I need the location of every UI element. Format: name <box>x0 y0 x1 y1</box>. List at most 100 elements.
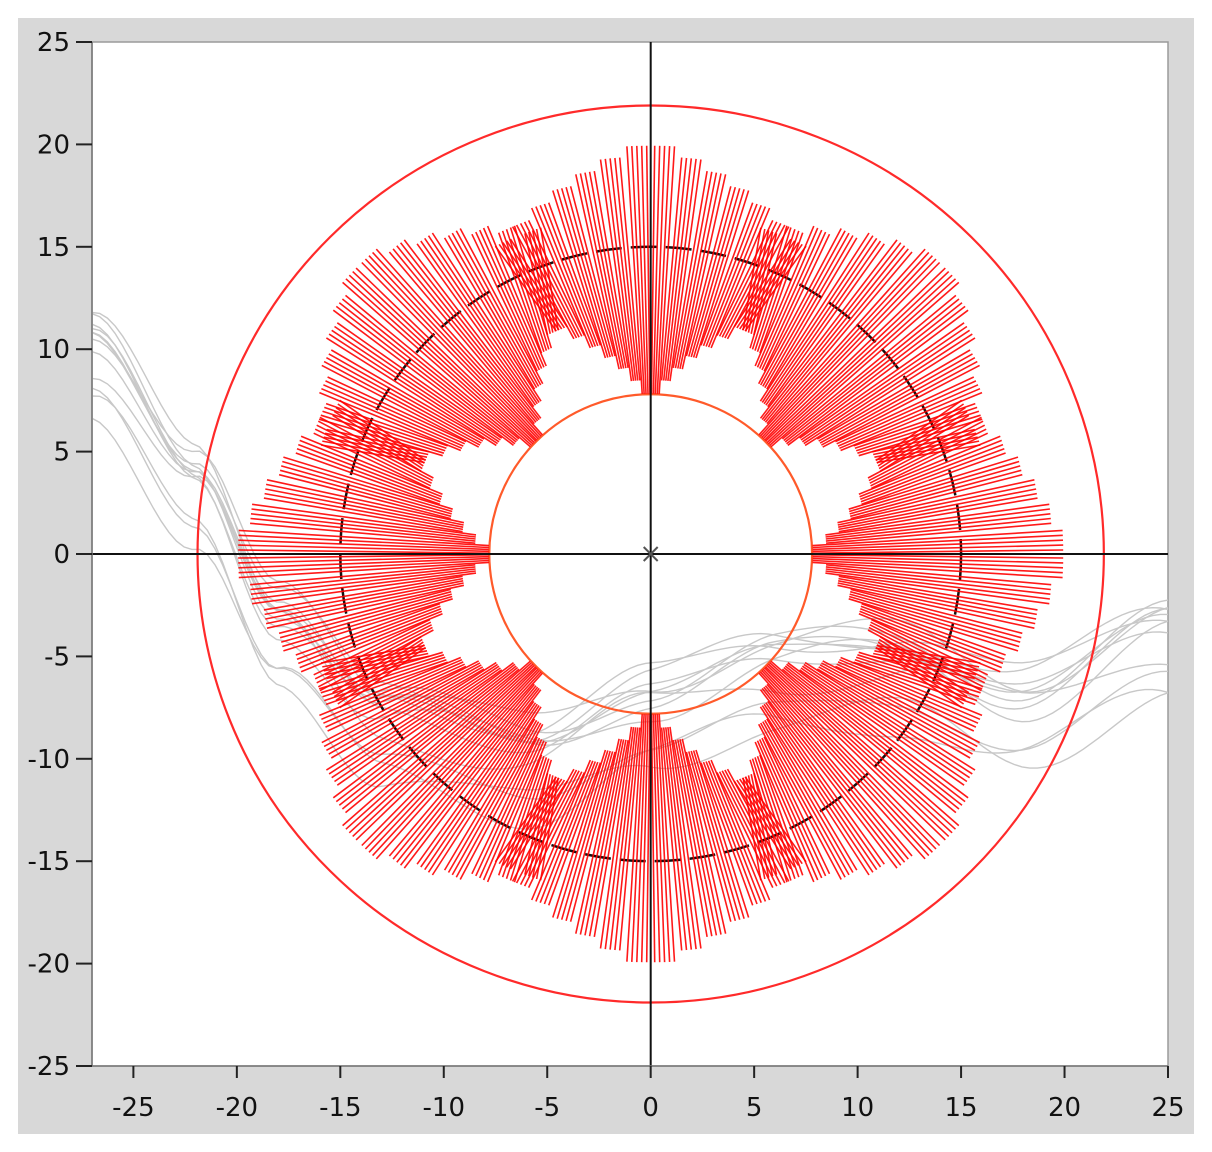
vector-arrow <box>250 564 476 586</box>
vector-arrow <box>700 762 754 906</box>
vector-arrow <box>838 497 1038 533</box>
vector-arrow <box>443 237 536 390</box>
vector-arrow <box>575 738 620 934</box>
vector-arrow <box>860 448 1005 503</box>
vector-arrow <box>282 460 453 513</box>
vector-arrow <box>849 593 1021 643</box>
vector-arrow <box>705 761 762 903</box>
vector-arrow <box>238 554 489 559</box>
vector-arrow <box>656 714 671 962</box>
vector-arrow <box>816 668 971 759</box>
vector-arrow <box>250 517 476 542</box>
vector-arrow <box>579 739 623 935</box>
vector-arrow <box>690 750 741 920</box>
center-x-marker <box>642 546 659 562</box>
vector-arrow <box>513 225 553 349</box>
vector-arrow <box>745 228 766 332</box>
x-tick-label: 5 <box>746 1093 763 1123</box>
vector-arrow <box>344 668 520 814</box>
vector-arrow <box>761 687 902 866</box>
vector-arrow <box>599 159 633 382</box>
vector-arrow <box>505 757 548 880</box>
vector-arrow <box>361 667 538 847</box>
vector-arrow <box>835 665 975 732</box>
vector-arrow <box>812 529 1063 547</box>
vector-arrow <box>758 672 926 860</box>
vector-arrow <box>451 721 540 876</box>
vector-arrow <box>455 230 542 386</box>
vector-arrow <box>765 267 946 442</box>
vector-arrow <box>265 483 464 526</box>
vector-arrow <box>838 580 1037 620</box>
vector-arrow <box>334 667 501 783</box>
vector-arrow <box>478 739 543 879</box>
vector-arrow <box>552 749 607 918</box>
vector-arrow <box>447 235 538 389</box>
vector-arrow <box>283 598 453 652</box>
vector-arrow <box>278 588 451 635</box>
vector-arrow <box>702 761 758 905</box>
vector-arrow <box>838 577 1037 616</box>
vector-arrow <box>424 703 538 871</box>
vector-arrow <box>626 714 643 962</box>
vector-arrow <box>762 232 850 387</box>
vector-arrow <box>758 739 823 879</box>
vector-arrow <box>325 337 497 447</box>
vector-arrow <box>821 360 978 446</box>
vector-arrow <box>764 261 941 441</box>
vector-arrow <box>332 309 514 446</box>
vector-arrow <box>636 714 647 963</box>
vector-arrow <box>326 428 430 453</box>
vector-arrow <box>326 664 482 752</box>
vector-arrow <box>837 582 1036 625</box>
vector-arrow <box>300 613 443 673</box>
vector-arrow <box>690 188 741 358</box>
vector-arrow <box>328 666 484 755</box>
vector-arrow <box>497 232 543 354</box>
vector-arrow <box>280 593 452 643</box>
vector-arrow <box>765 702 882 868</box>
vector-arrow <box>368 255 540 438</box>
vector-arrow <box>650 714 656 963</box>
vector-arrow <box>836 380 977 445</box>
vector-arrow <box>335 641 424 701</box>
vector-arrow <box>279 590 452 639</box>
vector-arrow <box>626 146 643 394</box>
vector-arrow <box>505 228 548 351</box>
vector-arrow <box>539 205 597 347</box>
vector-arrow <box>420 702 537 868</box>
vector-arrow <box>837 384 979 447</box>
vector-arrow <box>848 595 1020 648</box>
vector-arrow <box>588 739 627 937</box>
vector-arrow <box>784 302 963 443</box>
vector-arrow <box>876 644 981 664</box>
vector-arrow <box>854 658 978 702</box>
vector-arrow <box>672 739 708 938</box>
vector-arrow <box>609 727 637 950</box>
vector-arrow <box>392 685 537 860</box>
x-tick-label: 25 <box>1151 1093 1184 1123</box>
vector-arrow <box>744 776 807 863</box>
vector-arrow <box>543 203 599 347</box>
vector-arrow <box>361 261 538 441</box>
vector-arrow <box>665 158 693 381</box>
vector-arrow <box>631 714 645 962</box>
vector-arrow <box>282 595 453 648</box>
vector-arrow <box>524 233 549 336</box>
vector-arrow <box>323 662 481 748</box>
vector-arrow <box>631 146 645 394</box>
background-trace <box>91 323 1169 746</box>
x-axis: -25 -20 -15 -10 -5 0 5 10 15 20 25 <box>92 1065 1185 1123</box>
vector-arrow <box>763 736 831 875</box>
vector-arrow <box>330 668 485 759</box>
vector-arrow <box>804 337 976 447</box>
vector-arrow <box>238 561 489 579</box>
vector-arrow <box>800 325 968 441</box>
vector-arrow <box>531 230 554 333</box>
vector-arrow <box>588 171 627 369</box>
vector-arrow <box>658 146 676 394</box>
vector-arrow <box>838 492 1037 531</box>
vector-arrow <box>759 232 804 354</box>
y-tick-label: 15 <box>37 233 70 263</box>
